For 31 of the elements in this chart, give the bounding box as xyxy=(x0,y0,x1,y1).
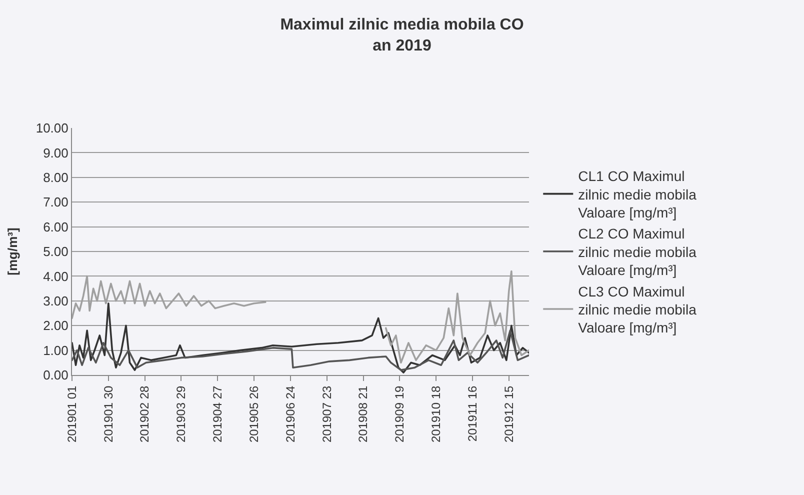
x-tick-label: 201903 29 xyxy=(174,385,188,443)
x-tick-label: 201909 19 xyxy=(392,385,407,443)
y-axis-title: [mg/m³] xyxy=(4,228,20,276)
chart-title: Maximul zilnic media mobila CO an 2019 xyxy=(280,16,524,54)
x-tick-label: 201912 15 xyxy=(502,385,516,443)
x-tick-label: 201908 21 xyxy=(356,385,370,443)
y-tick-label: 3.00 xyxy=(43,293,68,308)
y-tick-label: 6.00 xyxy=(43,219,68,234)
legend-label: CL3 CO Maximul zilnic medie mobila Valoare [mg/m³] xyxy=(578,283,697,336)
y-tick-label: 8.00 xyxy=(43,170,68,185)
line-series xyxy=(72,302,529,374)
y-tick-label: 0.00 xyxy=(43,368,68,383)
legend-label: CL1 CO Maximul zilnic medie mobila Valoare [mg/m³] xyxy=(578,168,697,220)
legend-label: CL2 CO Maximul zilnic medie mobila Valoare [mg/m³] xyxy=(578,226,697,278)
y-tick-label: 9.00 xyxy=(43,145,68,160)
x-tick-label: 201901 30 xyxy=(101,385,116,443)
y-tick-label: 1.00 xyxy=(43,342,68,358)
x-tick-label: 201901 01 xyxy=(64,385,79,443)
y-tick-label: 5.00 xyxy=(43,244,68,260)
y-tick-label: 7.00 xyxy=(43,194,68,210)
x-tick-label: 201906 24 xyxy=(283,385,298,443)
x-tick-label: 201910 18 xyxy=(428,385,443,443)
x-tick-label: 201907 23 xyxy=(320,385,334,443)
y-tick-label: 10.00 xyxy=(36,120,68,136)
x-tick-label: 201905 26 xyxy=(246,385,261,443)
x-tick-label: 201904 27 xyxy=(210,385,225,443)
x-tick-label: 201911 16 xyxy=(465,385,480,442)
x-tick-label: 201902 28 xyxy=(138,385,152,443)
y-tick-label: 4.00 xyxy=(43,268,68,284)
line-series xyxy=(72,330,529,371)
y-tick-label: 2.00 xyxy=(43,318,68,334)
